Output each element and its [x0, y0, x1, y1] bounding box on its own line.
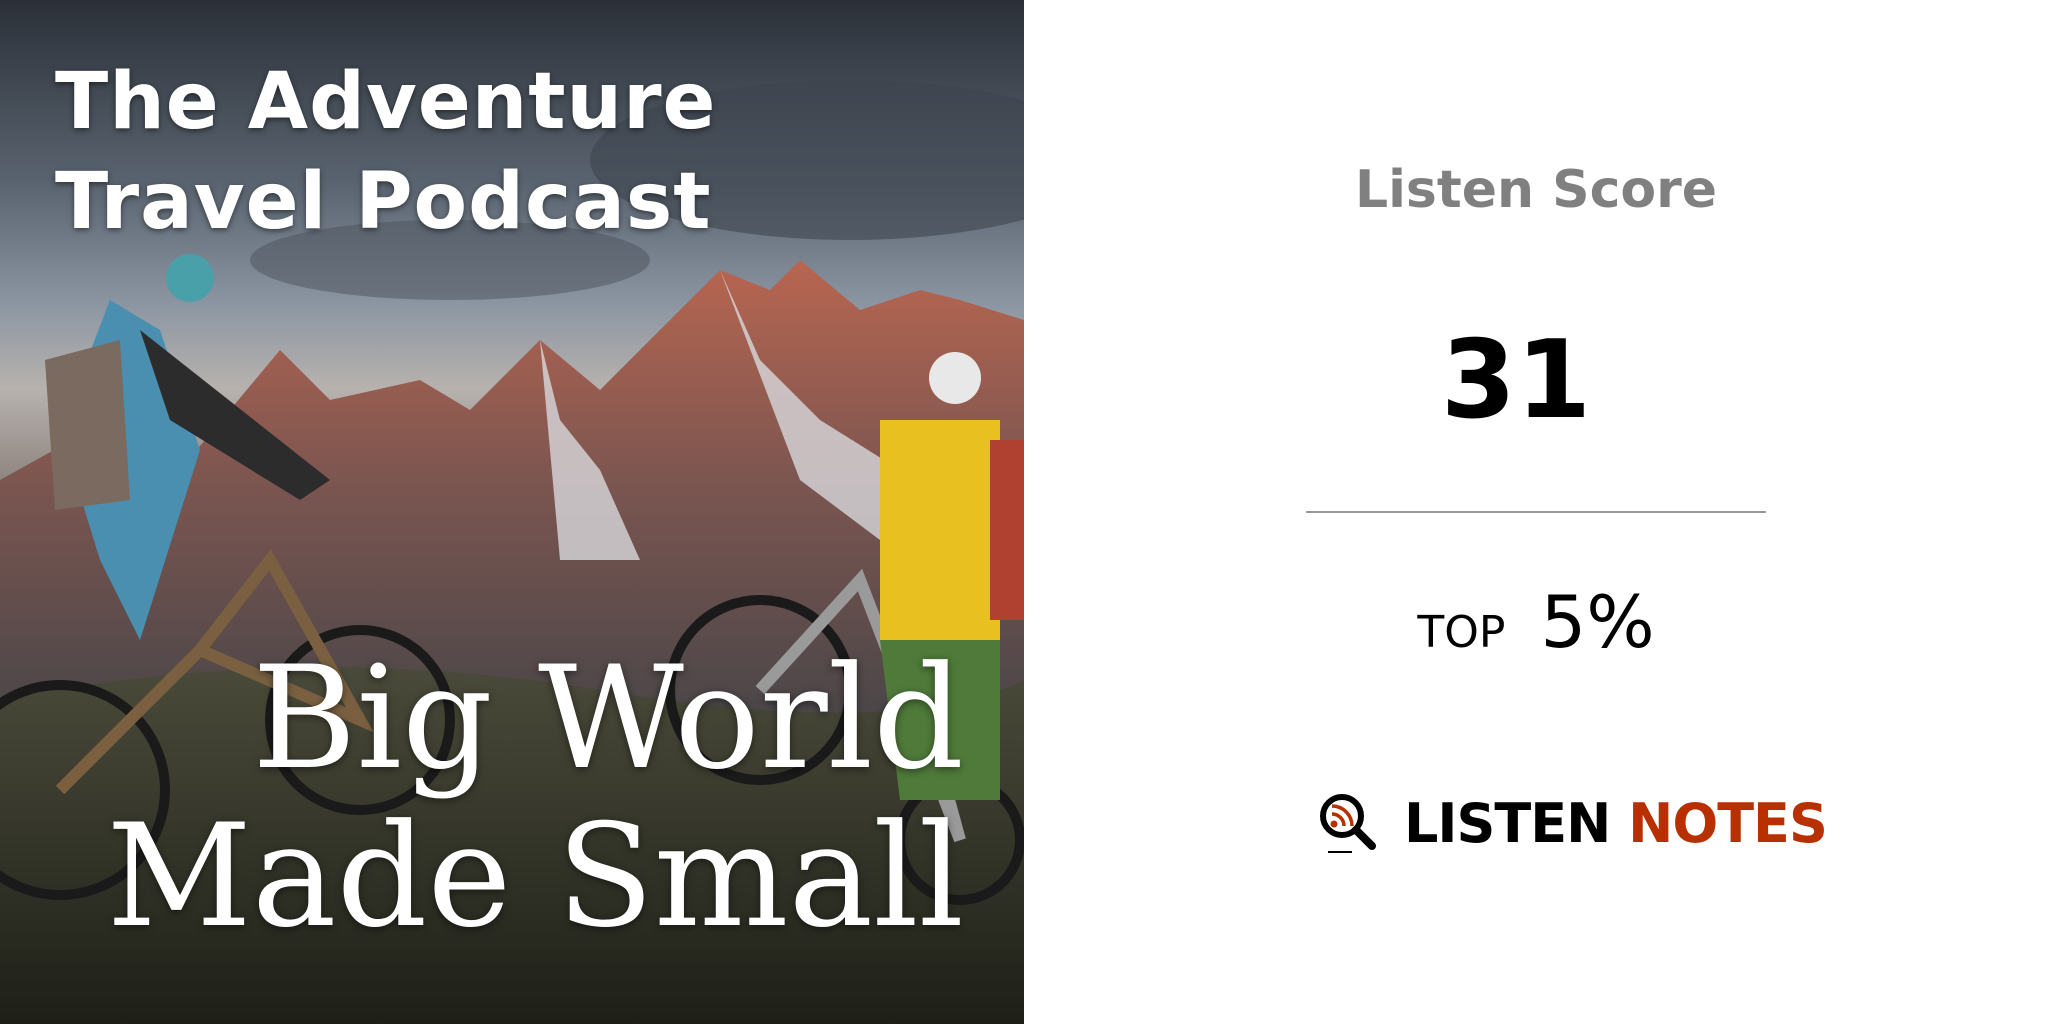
- podcast-cover-art: The Adventure Travel Podcast Big World M…: [0, 0, 1024, 1024]
- cover-subtitle: Big World Made Small: [4, 640, 964, 956]
- cover-subtitle-line2: Made Small: [106, 794, 964, 959]
- logo-word-listen: LISTEN: [1404, 791, 1611, 855]
- listen-score-value: 31: [1440, 318, 1592, 443]
- divider: [1306, 511, 1766, 513]
- mountain-bikers-illustration: [0, 80, 1024, 1024]
- listen-score-label: Listen Score: [1354, 160, 1718, 220]
- cover-title: The Adventure Travel Podcast: [55, 52, 716, 252]
- magnifier-rss-icon: [1320, 794, 1376, 853]
- logo-word-notes: NOTES: [1628, 791, 1828, 855]
- rank-badge: TOP 5%: [1306, 580, 1766, 664]
- cover-title-line2: Travel Podcast: [55, 157, 712, 247]
- rank-value: 5%: [1540, 580, 1655, 664]
- cover-subtitle-line1: Big World: [252, 636, 964, 801]
- logo-wordmark: LISTEN NOTES: [1404, 791, 1828, 855]
- listen-notes-logo: LISTEN NOTES: [1318, 788, 1828, 858]
- rank-prefix: TOP: [1417, 607, 1506, 658]
- cover-title-line1: The Adventure: [55, 57, 717, 147]
